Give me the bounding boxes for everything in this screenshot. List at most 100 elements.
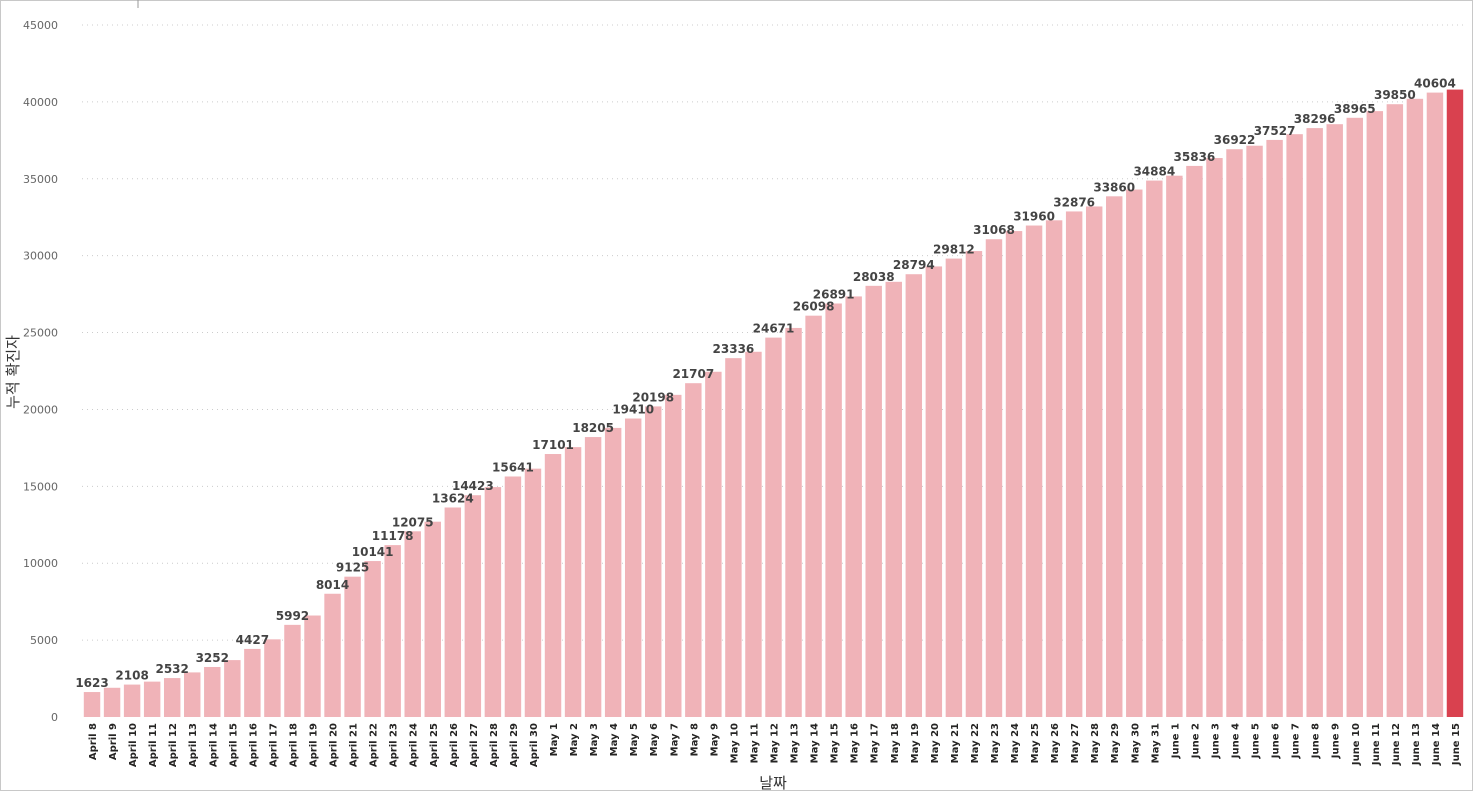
bar[interactable] — [745, 351, 762, 717]
bar[interactable] — [284, 624, 301, 717]
data-label: 1623 — [75, 676, 108, 690]
bar[interactable] — [163, 678, 181, 717]
bar[interactable] — [1446, 89, 1464, 718]
bar[interactable] — [1426, 92, 1444, 718]
bar[interactable] — [825, 303, 842, 717]
bar[interactable] — [645, 406, 662, 717]
x-tick-label: April 14 — [208, 723, 219, 767]
bar[interactable] — [364, 561, 381, 717]
data-label: 20198 — [632, 390, 674, 404]
bar[interactable] — [925, 266, 943, 717]
x-tick-label: May 16 — [850, 723, 861, 763]
bar[interactable] — [1286, 134, 1303, 717]
bar[interactable] — [705, 371, 722, 717]
bar[interactable] — [564, 447, 582, 717]
x-tick-label: June 3 — [1210, 723, 1221, 759]
bar[interactable] — [604, 427, 622, 717]
bar[interactable] — [905, 274, 923, 717]
bar[interactable] — [1266, 139, 1283, 718]
bar[interactable] — [965, 251, 983, 718]
bar[interactable] — [143, 681, 161, 717]
bar[interactable] — [184, 672, 201, 717]
bar[interactable] — [123, 684, 141, 717]
bar[interactable] — [1065, 211, 1083, 717]
bar[interactable] — [404, 531, 421, 717]
bar[interactable] — [1306, 128, 1323, 718]
bar[interactable] — [1206, 158, 1223, 717]
bar[interactable] — [83, 692, 101, 717]
data-label: 38296 — [1294, 112, 1336, 126]
bar[interactable] — [985, 239, 1003, 718]
bar[interactable] — [945, 258, 963, 717]
bar[interactable] — [1326, 124, 1343, 717]
data-label: 8014 — [316, 578, 349, 592]
bar[interactable] — [725, 358, 742, 717]
x-tick-label: June 5 — [1251, 723, 1262, 759]
x-tick-label: May 5 — [629, 723, 640, 756]
x-tick-label: April 19 — [309, 723, 320, 767]
bar[interactable] — [1025, 225, 1043, 717]
data-label: 18205 — [572, 421, 614, 435]
bar[interactable] — [424, 521, 441, 717]
bar[interactable] — [504, 476, 522, 717]
y-tick-label: 35000 — [23, 173, 58, 186]
x-tick-label: May 9 — [709, 723, 720, 756]
bar[interactable] — [1126, 189, 1143, 718]
bar[interactable] — [544, 454, 562, 717]
x-tick-label: June 11 — [1371, 723, 1382, 766]
bar[interactable] — [224, 660, 241, 717]
bar[interactable] — [624, 418, 642, 717]
bar[interactable] — [1186, 165, 1203, 718]
bar[interactable] — [785, 327, 802, 717]
bar[interactable] — [885, 281, 902, 717]
bar[interactable] — [324, 593, 341, 717]
bar[interactable] — [1146, 180, 1163, 717]
bar[interactable] — [264, 639, 281, 717]
bar[interactable] — [845, 296, 862, 717]
bar[interactable] — [304, 615, 321, 717]
y-tick-label: 40000 — [23, 96, 58, 109]
data-label: 38965 — [1334, 102, 1376, 116]
x-tick-label: June 12 — [1391, 723, 1402, 766]
x-tick-label: April 11 — [148, 723, 159, 767]
bar[interactable] — [384, 545, 401, 717]
bar[interactable] — [1005, 231, 1023, 717]
x-tick-label: April 25 — [429, 723, 440, 767]
bar[interactable] — [1246, 145, 1263, 718]
x-tick-label: April 9 — [108, 723, 119, 760]
bar[interactable] — [865, 285, 882, 717]
bar[interactable] — [1386, 104, 1404, 717]
x-tick-label: May 28 — [1090, 723, 1101, 763]
bar[interactable] — [1106, 196, 1123, 717]
bar[interactable] — [103, 687, 121, 717]
bar[interactable] — [1085, 206, 1103, 717]
bar[interactable] — [464, 495, 482, 717]
bar[interactable] — [1226, 149, 1243, 718]
bar[interactable] — [204, 666, 221, 717]
bar[interactable] — [685, 383, 702, 717]
bar[interactable] — [524, 468, 542, 717]
x-tick-label: June 8 — [1311, 723, 1322, 759]
bar[interactable] — [1406, 98, 1424, 717]
bar[interactable] — [1166, 175, 1183, 717]
bar[interactable] — [805, 315, 822, 717]
x-tick-label: May 21 — [950, 723, 961, 763]
bars — [83, 89, 1464, 718]
data-label: 11178 — [372, 529, 414, 543]
x-tick-label: May 26 — [1050, 723, 1061, 763]
x-tick-label: April 17 — [268, 723, 279, 767]
bar[interactable] — [1366, 111, 1384, 718]
bar[interactable] — [344, 576, 361, 717]
data-label: 2108 — [115, 669, 148, 683]
bar[interactable] — [765, 337, 782, 717]
bar[interactable] — [444, 507, 462, 717]
bar[interactable] — [1346, 117, 1363, 718]
data-label: 26098 — [793, 300, 835, 314]
x-tick-label: April 16 — [248, 723, 259, 767]
bar[interactable] — [244, 648, 261, 717]
bar[interactable] — [1045, 220, 1063, 718]
x-tick-label: May 20 — [930, 723, 941, 763]
bar[interactable] — [584, 437, 602, 717]
bar[interactable] — [665, 394, 682, 717]
bar[interactable] — [484, 487, 502, 717]
